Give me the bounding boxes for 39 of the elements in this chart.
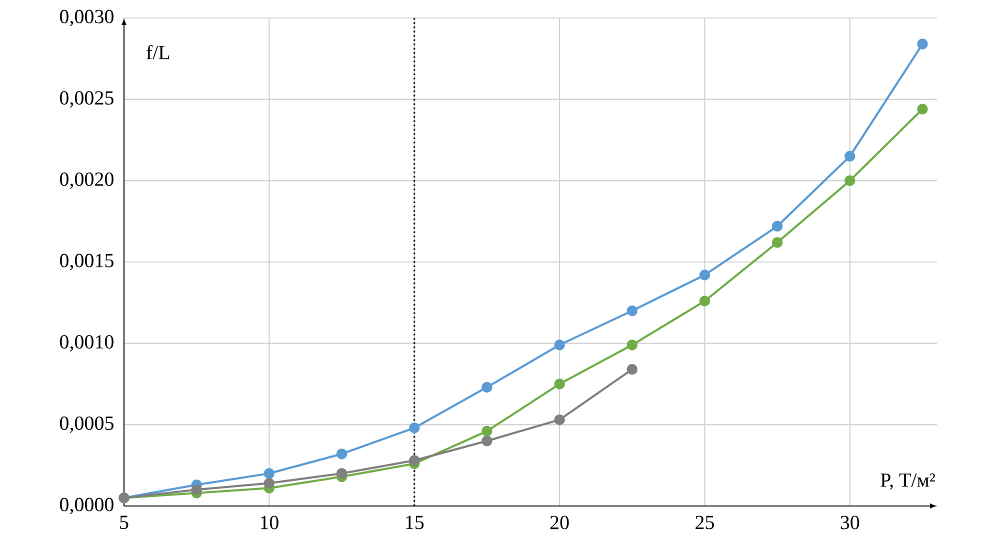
point (191, 484, 202, 496)
x-tick-label: 5 (120, 516, 128, 530)
x-tick-label: 20 (550, 516, 569, 530)
y-tick-label: 0,0005 (60, 416, 114, 433)
point (844, 150, 856, 162)
x-tick-label: 25 (696, 516, 714, 530)
y-tick-label: 0,0010 (60, 335, 114, 352)
point (482, 436, 492, 446)
y-tick-label: 0,0020 (60, 172, 114, 189)
y-tick-label: 0,0030 (60, 10, 114, 26)
point (409, 455, 420, 466)
y-tick-label: 0,0000 (60, 498, 114, 514)
point (409, 422, 420, 434)
point (626, 305, 638, 316)
point (699, 270, 710, 280)
x-tick-label: 10 (260, 516, 278, 530)
y-tick-label: 0,0015 (60, 254, 114, 270)
point (554, 414, 565, 426)
point (482, 426, 492, 436)
point (917, 104, 928, 114)
x-tick-label: 15 (406, 516, 424, 530)
x-axis-title: P, Т/м² (880, 473, 935, 490)
point (772, 220, 783, 232)
y-tick-label: 0,0025 (60, 91, 114, 108)
point (554, 340, 565, 350)
point (336, 448, 348, 460)
point (264, 468, 275, 479)
point (264, 478, 275, 489)
x-tick-label: 30 (840, 516, 860, 530)
point (626, 364, 638, 375)
point (844, 175, 856, 186)
point (626, 340, 638, 350)
point (554, 378, 565, 390)
point (699, 296, 710, 306)
point (482, 382, 492, 393)
point (772, 237, 783, 248)
point (336, 468, 348, 479)
point (917, 38, 928, 50)
y-axis-title: f/L (146, 45, 170, 60)
